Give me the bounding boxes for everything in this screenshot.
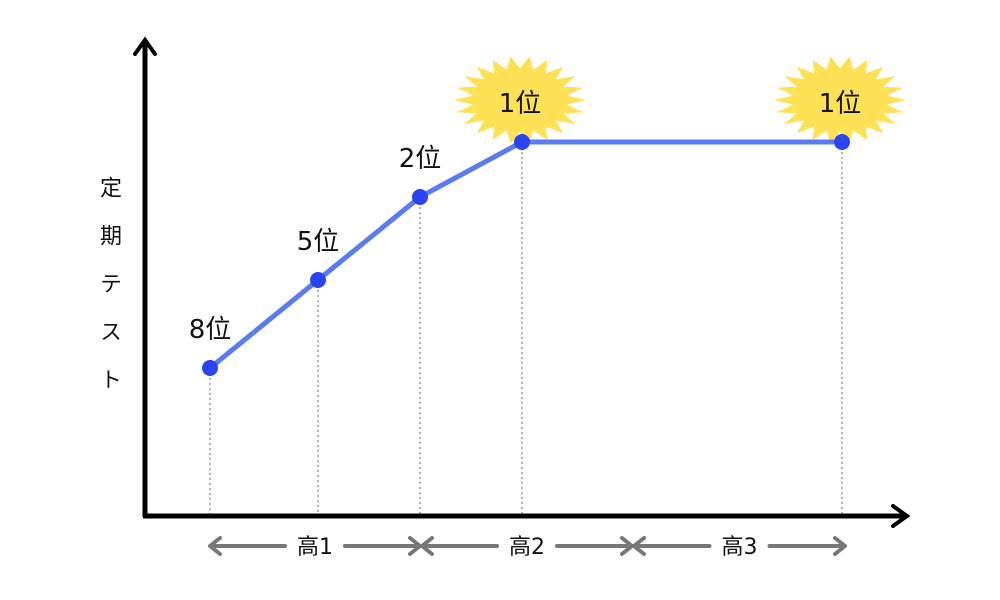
period-arrow-left — [208, 536, 287, 556]
guide-lines — [209, 142, 843, 516]
data-point — [834, 134, 850, 150]
y-axis-label: 定期テスト — [96, 176, 121, 416]
period-label: 高1 — [297, 535, 333, 560]
period-arrow-left — [420, 536, 499, 556]
period-arrow-left — [632, 536, 712, 556]
period-arrows: 高1 高2 高3 — [208, 535, 847, 560]
period-arrow-right — [555, 536, 634, 556]
data-label: 2位 — [399, 144, 442, 174]
data-point — [202, 360, 218, 376]
starburst-highlight — [774, 56, 906, 144]
starburst-highlight — [454, 56, 586, 144]
y-axis-arrowhead — [133, 36, 157, 56]
data-point — [412, 189, 428, 205]
x-axis-arrowhead — [891, 504, 911, 528]
highlight-bursts — [454, 56, 906, 144]
period-arrow-right — [343, 536, 422, 556]
period-label: 高3 — [722, 535, 758, 560]
data-label: 1位 — [499, 89, 542, 119]
period-label: 高2 — [509, 535, 545, 560]
data-label: 1位 — [819, 89, 862, 119]
data-label: 5位 — [297, 227, 340, 257]
data-point — [310, 272, 326, 288]
data-label: 8位 — [189, 315, 232, 345]
period-arrow-right — [767, 536, 847, 556]
data-point — [514, 134, 530, 150]
